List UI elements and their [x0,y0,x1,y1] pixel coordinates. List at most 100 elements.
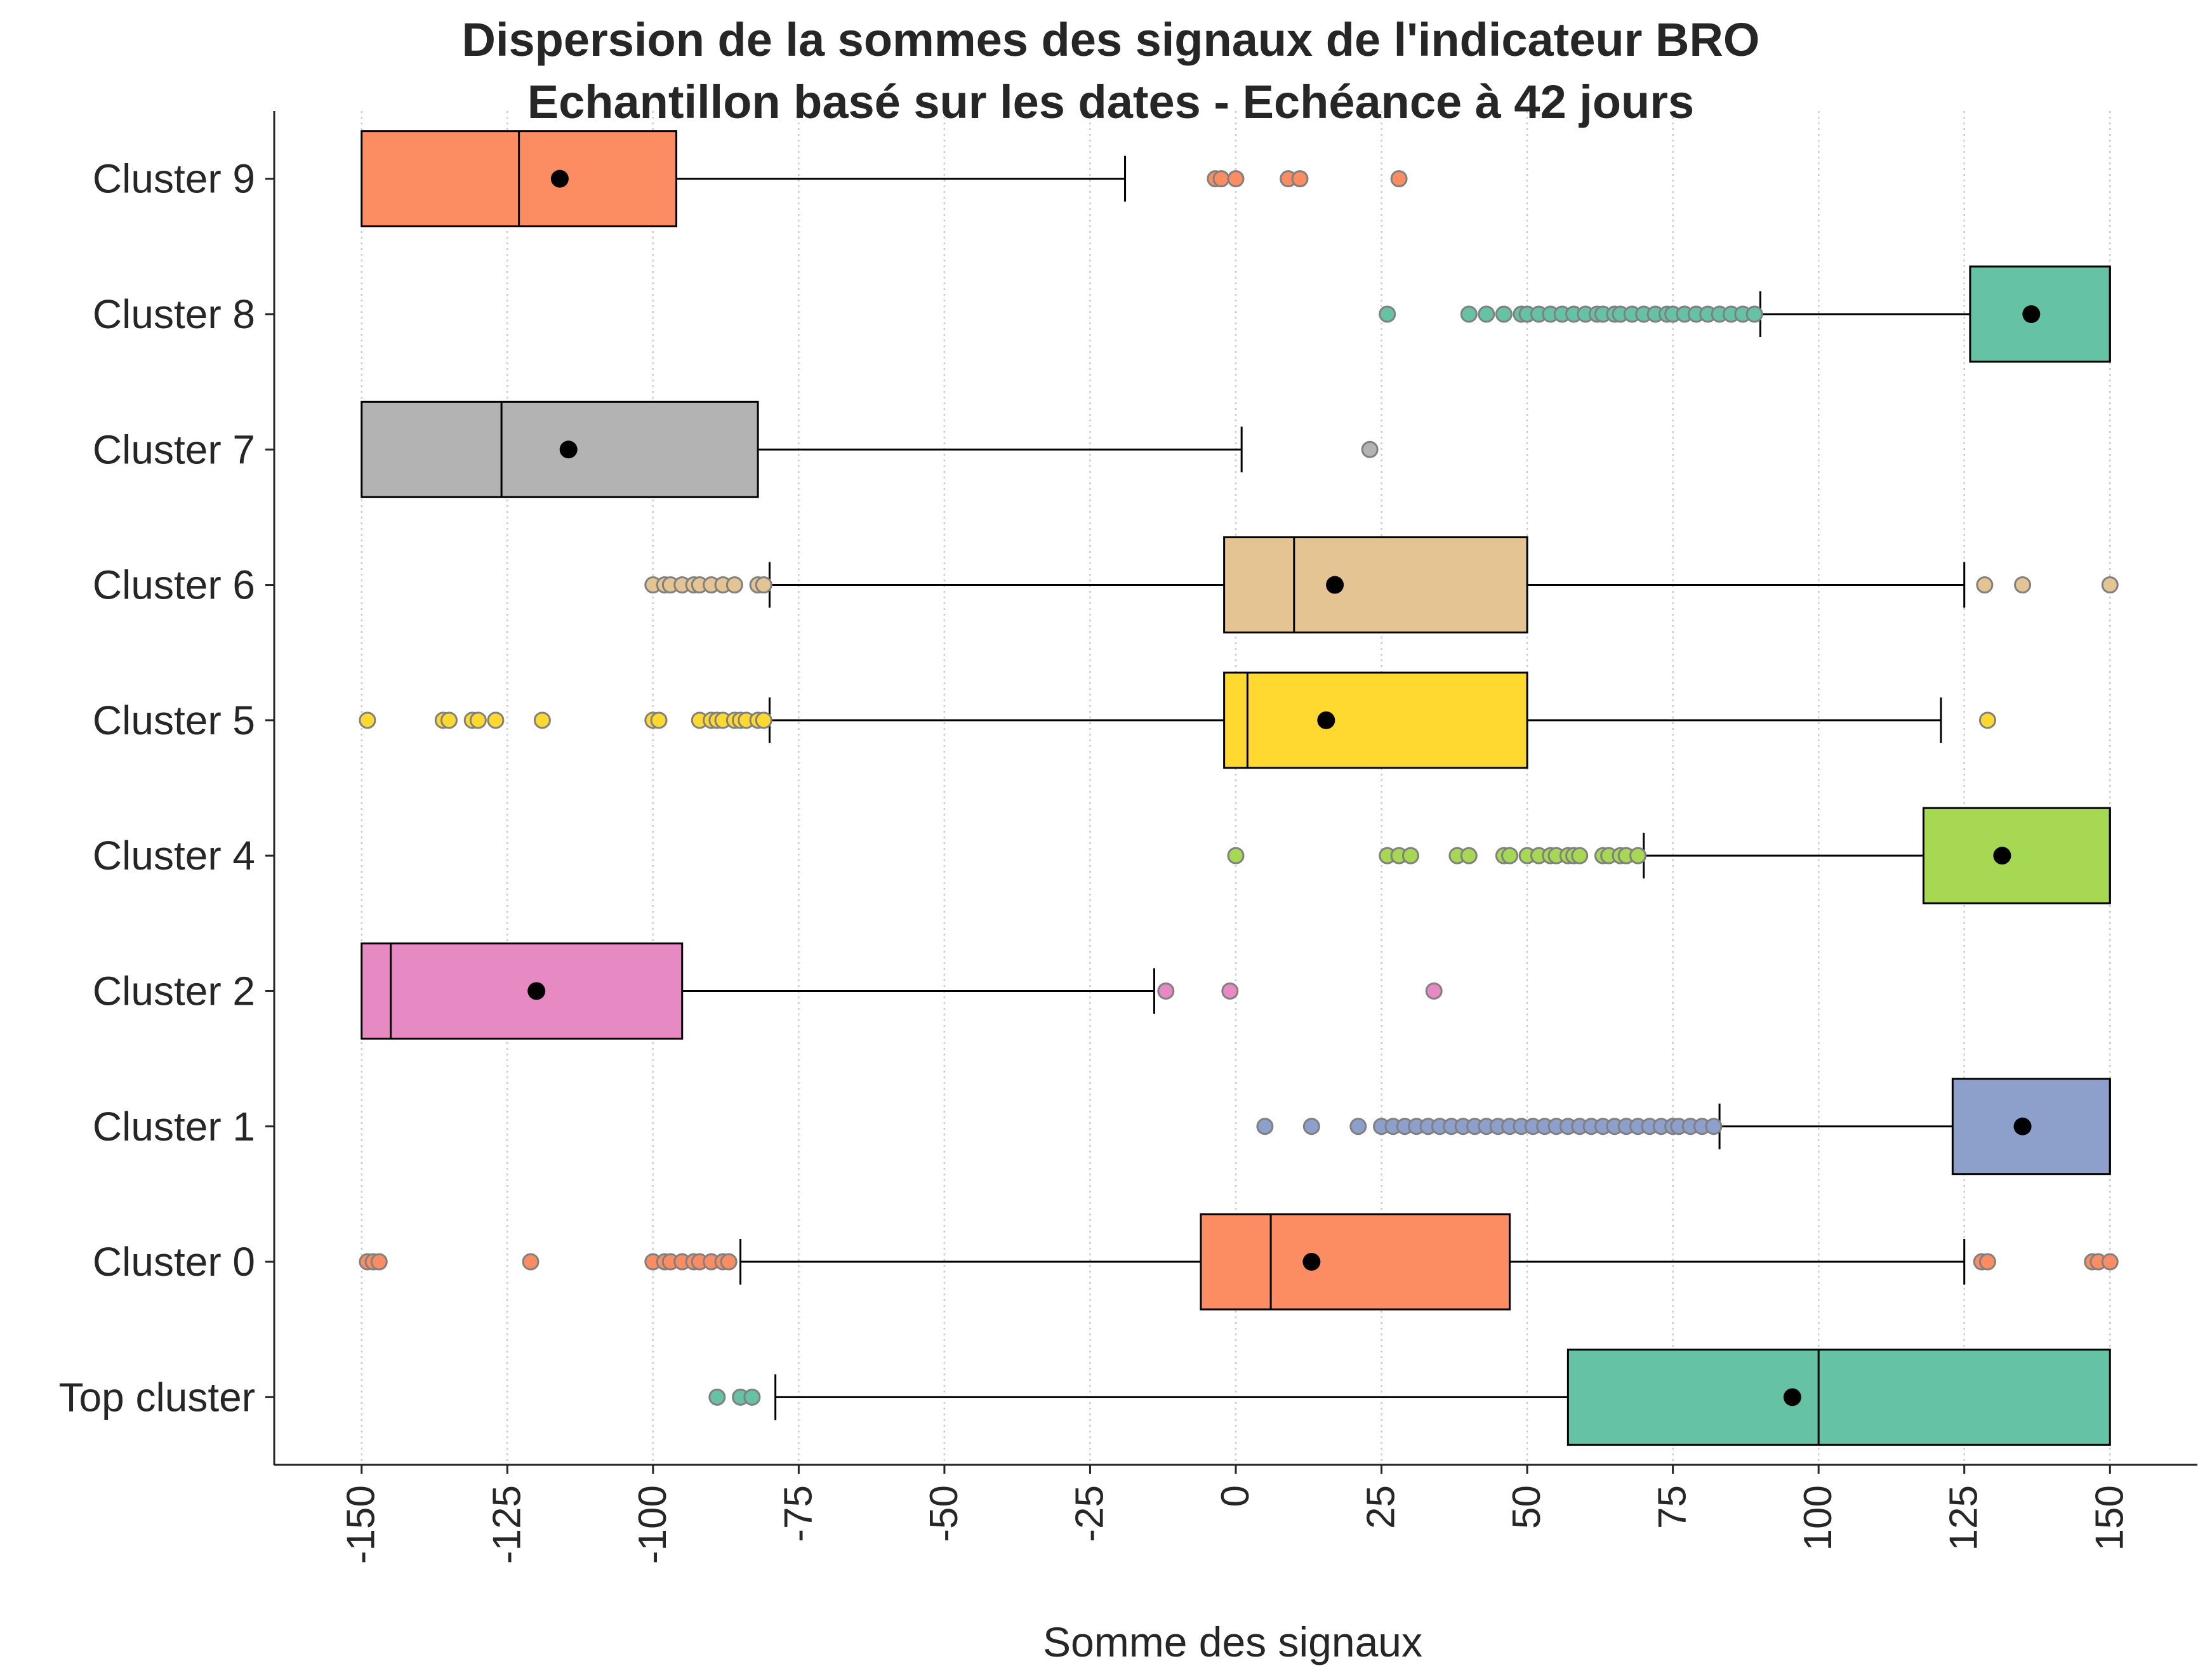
category-label-9: Top cluster [59,1374,255,1420]
mean-marker-0 [550,169,569,188]
outlier-4-18 [1978,711,1996,729]
box-9 [1566,1348,2111,1446]
box-group-2: Cluster 7 [93,400,1379,498]
box-3 [1223,536,1528,634]
outlier-0-5 [1390,170,1408,188]
mean-marker-8 [1302,1253,1321,1271]
outlier-4-2 [440,711,458,729]
outlier-8-17 [2101,1253,2119,1271]
mean-marker-7 [2013,1117,2032,1135]
box-8 [1200,1213,1511,1311]
mean-marker-6 [527,982,546,1000]
category-label-2: Cluster 7 [93,427,255,472]
category-label-4: Cluster 5 [93,698,255,743]
outlier-6-0 [1157,982,1175,1000]
outlier-7-0 [1256,1118,1274,1135]
box-group-3: Cluster 6 [93,536,2119,634]
mean-marker-4 [1317,711,1335,729]
mean-marker-2 [559,440,578,459]
outlier-9-0 [708,1388,726,1406]
category-label-7: Cluster 1 [93,1104,255,1149]
outlier-9-2 [743,1388,761,1406]
box-6 [361,942,684,1040]
outlier-7-32 [1705,1118,1723,1135]
outlier-1-0 [1379,305,1396,323]
label-layer: Dispersion de la sommes des signaux de l… [462,13,1760,1665]
outlier-5-7 [1501,847,1519,864]
outlier-8-14 [1978,1253,1996,1271]
x-tick-label-2: -100 [631,1485,675,1564]
category-label-3: Cluster 6 [93,562,255,608]
box-group-6: Cluster 2 [93,942,1443,1040]
x-tick-label-9: 75 [1651,1485,1695,1529]
x-tick-label-12: 150 [2088,1485,2131,1551]
mean-marker-5 [1993,847,2011,865]
outlier-4-6 [533,711,551,729]
x-axis-label: Somme des signaux [1043,1618,1422,1665]
x-tick-label-5: -25 [1068,1485,1111,1542]
category-label-1: Cluster 8 [93,291,255,337]
box-group-4: Cluster 5 [93,671,1996,769]
x-tick-label-8: 50 [1505,1485,1549,1529]
box-group-5: Cluster 4 [93,807,2111,904]
x-tick-label-6: 0 [1214,1485,1257,1507]
mean-marker-1 [2022,305,2041,323]
outlier-1-2 [1478,305,1495,323]
mean-marker-9 [1783,1388,1801,1406]
box-group-0: Cluster 9 [93,130,1408,228]
outlier-5-3 [1401,847,1419,864]
outlier-3-13 [2101,576,2119,594]
box-4 [1223,671,1528,769]
outlier-1-3 [1495,305,1513,323]
outlier-2-0 [1361,440,1379,458]
box-group-9: Top cluster [59,1348,2111,1446]
outlier-8-3 [522,1253,540,1271]
outlier-1-26 [1745,305,1763,323]
outlier-0-2 [1227,170,1245,188]
outlier-3-12 [2014,576,2032,594]
category-label-6: Cluster 2 [93,968,255,1014]
outlier-4-5 [487,711,505,729]
outlier-7-1 [1302,1118,1320,1135]
x-tick-label-3: -75 [776,1485,820,1542]
x-tick-label-10: 100 [1796,1485,1840,1551]
outlier-4-4 [469,711,487,729]
series-layer: Cluster 9 Cluster 8 Cluster 7 Cluster 6 Clus… [59,130,2119,1446]
outlier-0-1 [1212,170,1230,188]
x-tick-label-1: -125 [485,1485,529,1564]
box-group-7: Cluster 1 [93,1078,2111,1175]
chart-title-line-2: Echantillon basé sur les dates - Echéanc… [527,76,1694,128]
box-group-8: Cluster 0 [93,1213,2119,1311]
box-group-1: Cluster 8 [93,265,2111,363]
outlier-7-2 [1349,1118,1367,1135]
outlier-5-19 [1629,847,1647,864]
outlier-6-1 [1221,982,1239,1000]
outlier-3-11 [1976,576,1994,594]
outlier-1-1 [1460,305,1478,323]
outlier-5-14 [1571,847,1589,864]
tick-layer: -150 -125 -100 -75 -50 -25 0 25 50 75 100 125 150 [340,1465,2131,1564]
x-tick-label-4: -50 [922,1485,966,1542]
mean-marker-3 [1326,576,1344,594]
outlier-0-4 [1291,170,1309,188]
box-5 [1922,807,2111,904]
outlier-5-0 [1227,847,1245,864]
outlier-3-10 [755,576,772,594]
outlier-5-5 [1460,847,1478,864]
outlier-4-17 [755,711,772,729]
outlier-6-2 [1425,982,1443,1000]
outlier-4-8 [650,711,668,729]
outlier-3-8 [725,576,743,594]
category-label-0: Cluster 9 [93,156,255,202]
x-tick-label-11: 125 [1942,1485,1986,1551]
outlier-8-12 [720,1253,738,1271]
outlier-4-0 [359,711,376,729]
category-label-5: Cluster 4 [93,833,255,878]
category-label-8: Cluster 0 [93,1239,255,1285]
chart-title-line-1: Dispersion de la sommes des signaux de l… [462,13,1760,66]
x-tick-label-0: -150 [340,1485,383,1564]
outlier-8-2 [370,1253,388,1271]
x-tick-label-7: 25 [1360,1485,1403,1529]
